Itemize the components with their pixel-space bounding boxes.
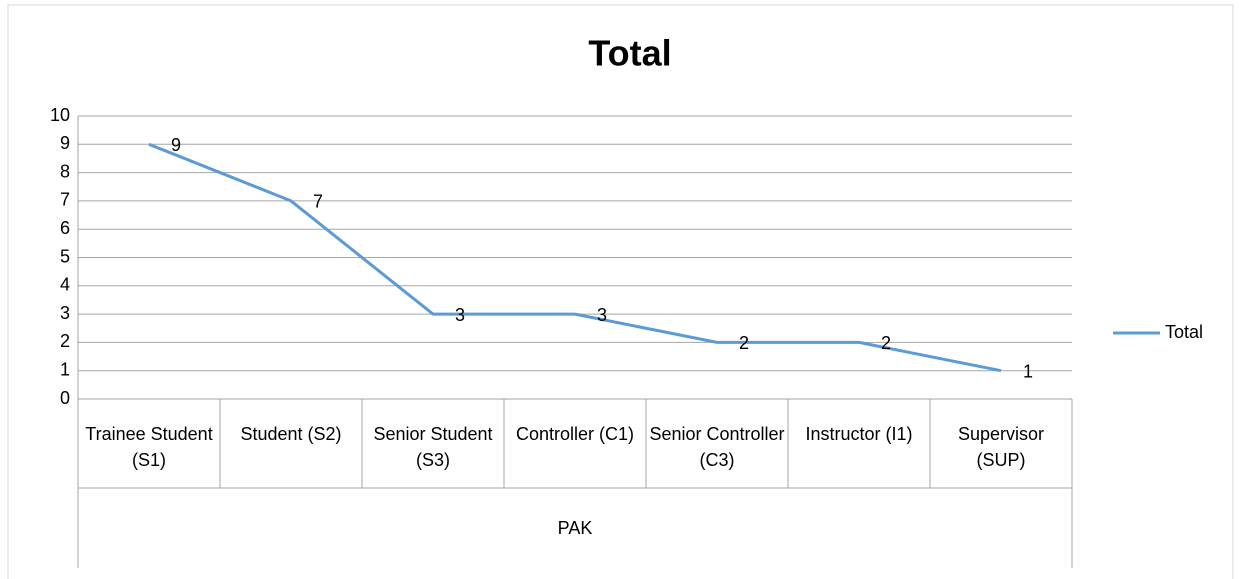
- data-label: 3: [455, 305, 465, 325]
- y-tick-label: 4: [60, 275, 70, 295]
- x-tick-label: Controller (C1): [515, 424, 635, 444]
- data-label: 1: [1023, 361, 1033, 381]
- x-group-label: PAK: [557, 518, 593, 538]
- series-line: [148, 142, 1002, 373]
- y-tick-label: 6: [60, 218, 70, 238]
- legend-label: Total: [1165, 322, 1203, 342]
- y-tick-label: 3: [60, 303, 70, 323]
- x-tick-label: Supervisor (SUP): [957, 424, 1045, 470]
- x-tick-label: Student (S2): [240, 424, 342, 444]
- y-tick-label: 9: [60, 133, 70, 153]
- y-tick-label: 8: [60, 161, 70, 181]
- y-tick-label: 1: [60, 359, 70, 379]
- data-label: 2: [881, 333, 891, 353]
- y-tick-label: 5: [60, 246, 70, 266]
- x-tick-label: Senior Student (S3): [373, 424, 493, 470]
- chart-title: Total: [588, 33, 671, 74]
- y-tick-label: 7: [60, 190, 70, 210]
- y-tick-label: 0: [60, 388, 70, 408]
- chart-border: [7, 4, 1234, 579]
- data-label: 9: [171, 135, 181, 155]
- x-tick-label: Trainee Student (S1): [85, 424, 213, 470]
- data-label: 2: [739, 333, 749, 353]
- data-label: 7: [313, 192, 323, 212]
- data-label: 3: [597, 305, 607, 325]
- y-tick-label: 2: [60, 331, 70, 351]
- x-tick-label: Instructor (I1): [805, 424, 913, 444]
- y-tick-label: 10: [50, 105, 70, 125]
- x-tick-label: Senior Controller (C3): [649, 424, 785, 470]
